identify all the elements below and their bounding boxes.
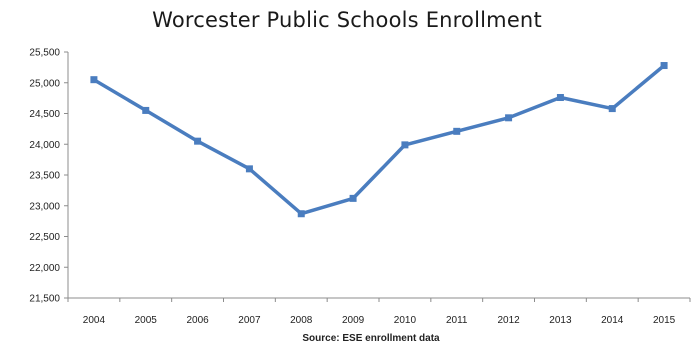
y-tick-label: 22,500: [29, 232, 60, 243]
data-point: [453, 127, 461, 135]
x-tick-label: 2015: [653, 315, 676, 326]
x-tick-label: 2011: [446, 315, 468, 326]
x-tick-label: 2014: [601, 315, 624, 326]
data-point: [194, 137, 202, 145]
y-tick-label: 24,500: [29, 109, 60, 120]
y-tick-label: 21,500: [29, 294, 60, 305]
x-tick-label: 2008: [290, 315, 313, 326]
y-tick-label: 22,000: [29, 263, 60, 274]
x-tick-label: 2012: [497, 315, 520, 326]
data-point: [556, 94, 564, 102]
y-tick-label: 25,000: [29, 78, 60, 89]
data-point: [349, 194, 357, 202]
data-point: [245, 165, 253, 173]
series-group: [90, 62, 668, 218]
y-axis: 21,500 22,000 22,500 23,000 23,500 24,000 24,5…: [29, 48, 69, 305]
x-tick-label: 2005: [135, 315, 158, 326]
y-tick-label: 25,500: [29, 48, 60, 59]
y-tick-label: 23,500: [29, 171, 60, 182]
x-tick-label: 2004: [83, 315, 106, 326]
data-point: [142, 106, 150, 114]
data-point: [90, 76, 98, 84]
data-point: [297, 210, 305, 218]
series-line: [92, 63, 666, 216]
x-tick-label: 2007: [238, 315, 261, 326]
chart-title: Worcester Public Schools Enrollment: [152, 8, 542, 32]
data-point: [401, 141, 409, 149]
x-tick-label: 2009: [342, 315, 365, 326]
data-point: [505, 114, 513, 122]
x-tick-label: 2013: [549, 315, 572, 326]
x-axis-title: Source: ESE enrollment data: [302, 333, 440, 344]
y-tick-label: 23,000: [29, 201, 60, 212]
data-point: [660, 62, 668, 70]
x-tick-label: 2006: [186, 315, 209, 326]
x-axis: 2004 2005 2006 2007 2008 2009 2010 2011 2012 2013…: [67, 297, 691, 326]
y-tick-label: 24,000: [29, 140, 60, 151]
data-point: [608, 105, 616, 113]
x-tick-label: 2010: [394, 315, 417, 326]
